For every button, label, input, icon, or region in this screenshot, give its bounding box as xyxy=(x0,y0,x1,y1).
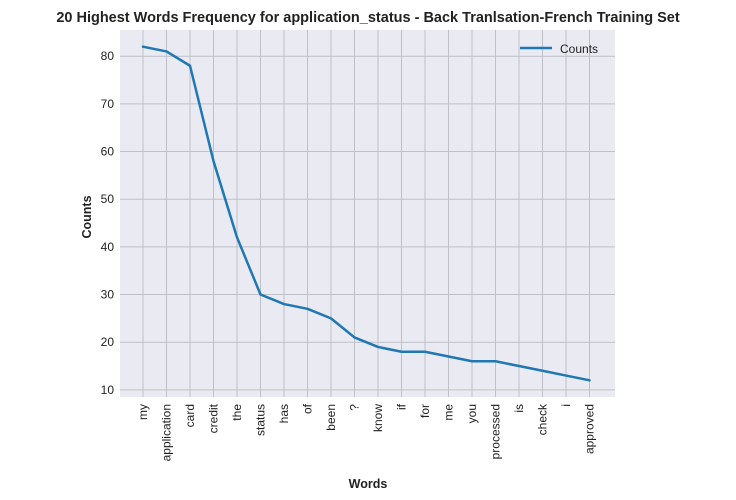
x-tick-label: processed xyxy=(489,404,503,459)
x-tick-label: me xyxy=(442,404,456,421)
x-tick-label: card xyxy=(183,404,197,427)
x-axis-ticks: my application card credit the status has of bee… xyxy=(136,403,597,461)
x-tick-label: credit xyxy=(207,403,221,433)
y-tick-label: 70 xyxy=(101,97,115,111)
x-tick-label: of xyxy=(301,403,315,414)
x-tick-label: been xyxy=(324,404,338,431)
x-tick-label: ? xyxy=(348,404,362,411)
x-tick-label: status xyxy=(254,404,268,436)
x-tick-label: my xyxy=(136,404,150,420)
plot-area xyxy=(120,30,615,397)
x-tick-label: know xyxy=(371,404,385,432)
x-tick-label: you xyxy=(465,404,479,423)
x-tick-label: if xyxy=(395,403,409,410)
y-tick-label: 30 xyxy=(101,288,115,302)
legend: Counts xyxy=(520,42,598,56)
x-tick-label: the xyxy=(230,404,244,421)
y-axis-label: Counts xyxy=(80,195,94,238)
x-axis-label: Words xyxy=(349,477,388,491)
x-tick-label: for xyxy=(418,404,432,418)
x-tick-label: check xyxy=(536,403,550,435)
y-tick-label: 40 xyxy=(101,240,115,254)
y-tick-label: 10 xyxy=(101,383,115,397)
legend-label: Counts xyxy=(560,42,598,56)
series-group xyxy=(141,45,591,382)
series-line xyxy=(141,45,591,382)
x-tick-label: approved xyxy=(583,404,597,454)
y-tick-label: 60 xyxy=(101,145,115,159)
x-tick-label: is xyxy=(512,404,526,413)
grid-lines xyxy=(120,30,615,397)
y-tick-label: 50 xyxy=(101,192,115,206)
x-tick-label: has xyxy=(277,404,291,423)
x-tick-label: i xyxy=(559,404,573,407)
y-axis-ticks: 10 20 30 40 50 60 70 80 xyxy=(101,49,115,397)
y-tick-label: 80 xyxy=(101,49,115,63)
x-tick-label: application xyxy=(160,404,174,461)
chart-title: 20 Highest Words Frequency for applicati… xyxy=(56,10,680,26)
y-tick-label: 20 xyxy=(101,335,115,349)
